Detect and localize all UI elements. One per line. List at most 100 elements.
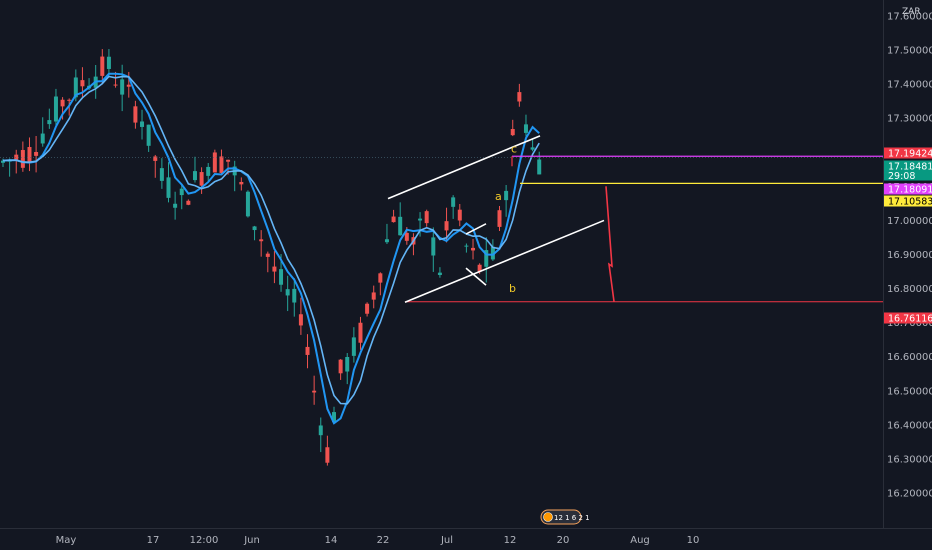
candle-body bbox=[279, 269, 284, 285]
price-tag[interactable] bbox=[884, 312, 932, 324]
candle-body bbox=[530, 147, 535, 150]
candle-body bbox=[358, 322, 363, 343]
price-tag[interactable] bbox=[884, 183, 932, 195]
projection-arrow[interactable] bbox=[605, 186, 615, 302]
candle-body bbox=[265, 253, 270, 257]
candle-body bbox=[27, 147, 32, 163]
candle-body bbox=[60, 99, 65, 107]
candle-body bbox=[338, 359, 343, 374]
candle-body bbox=[20, 150, 25, 168]
time-tick-label: 10 bbox=[687, 535, 700, 546]
candle-body bbox=[325, 447, 330, 463]
candle-body bbox=[140, 121, 145, 127]
candle-body bbox=[371, 292, 376, 300]
price-tag-label: 17.194240 bbox=[888, 149, 932, 160]
event-badge[interactable]: 12 1 6 2 1 bbox=[540, 509, 590, 525]
candle-body bbox=[179, 188, 184, 196]
candle-body bbox=[378, 273, 383, 283]
price-tag-label: 17.180915 bbox=[888, 185, 932, 196]
candle-body bbox=[305, 346, 310, 355]
candle-body bbox=[312, 390, 317, 393]
candle-body bbox=[192, 171, 197, 181]
candle-body bbox=[437, 272, 442, 275]
price-tag[interactable] bbox=[884, 160, 932, 181]
price-tag[interactable] bbox=[884, 147, 932, 159]
candle-body bbox=[298, 314, 303, 326]
candle-body bbox=[100, 56, 105, 76]
candle-body bbox=[537, 159, 542, 175]
currency-label: ZAR bbox=[902, 7, 921, 17]
price-axis[interactable]: 17.60000017.50000017.40000017.30000017.2… bbox=[887, 12, 932, 500]
candle-body bbox=[166, 177, 171, 198]
candle-body bbox=[53, 96, 58, 122]
price-tick-label: 16.600000 bbox=[887, 352, 932, 363]
candle-body bbox=[206, 166, 211, 176]
candle-body bbox=[398, 216, 403, 236]
candle-body bbox=[477, 264, 482, 272]
event-badge-text: 12 1 6 2 1 bbox=[554, 514, 590, 522]
candle-body bbox=[272, 266, 277, 272]
triangle-lower-line[interactable] bbox=[465, 267, 487, 286]
price-tick-label: 16.800000 bbox=[887, 284, 932, 295]
time-axis[interactable]: May 17 12:00 Jun 14 22 Jul 12 20 Aug 10 bbox=[56, 535, 700, 546]
candle-body bbox=[199, 172, 204, 186]
candle-body bbox=[318, 425, 323, 436]
candle-body bbox=[67, 99, 72, 101]
moving-averages bbox=[2, 72, 540, 425]
candle-body bbox=[186, 200, 191, 205]
moving-average-fast bbox=[2, 72, 540, 425]
countdown-label: 29:08 bbox=[888, 171, 915, 182]
candle-body bbox=[73, 77, 78, 98]
candle-body bbox=[47, 120, 52, 125]
price-tick-label: 16.300000 bbox=[887, 454, 932, 465]
candle-body bbox=[212, 152, 217, 173]
price-tag[interactable] bbox=[884, 195, 932, 207]
candle-body bbox=[126, 84, 131, 87]
candle-body bbox=[332, 412, 336, 423]
time-tick-label: 17 bbox=[147, 535, 160, 546]
candle-body bbox=[351, 337, 356, 356]
channel-lower-trendline[interactable] bbox=[404, 219, 605, 303]
candle-body bbox=[133, 106, 138, 123]
price-tick-label: 16.500000 bbox=[887, 386, 932, 397]
candle-body bbox=[285, 289, 290, 296]
candle-body bbox=[444, 221, 449, 231]
wave-label-c: c bbox=[511, 142, 517, 155]
price-tick-label: 17.500000 bbox=[887, 46, 932, 57]
time-tick-label: 20 bbox=[557, 535, 570, 546]
price-tick-label: 17.600000 bbox=[887, 12, 932, 23]
time-tick-label: 12:00 bbox=[190, 535, 219, 546]
candle-body bbox=[219, 156, 224, 173]
wave-label-a: a bbox=[495, 190, 502, 203]
price-tick-label: 17.300000 bbox=[887, 114, 932, 125]
time-tick-label: 12 bbox=[504, 535, 517, 546]
time-tick-label: May bbox=[56, 535, 77, 546]
candle-body bbox=[159, 168, 164, 181]
candle-body bbox=[384, 239, 389, 243]
candle-body bbox=[106, 56, 111, 69]
candle-body bbox=[80, 80, 85, 87]
candle-body bbox=[1, 160, 5, 163]
price-tick-label: 16.400000 bbox=[887, 420, 932, 431]
candle-body bbox=[245, 191, 250, 217]
candle-body bbox=[418, 218, 423, 221]
candle-body bbox=[259, 239, 264, 242]
candle-body bbox=[153, 156, 158, 161]
event-icon bbox=[543, 512, 553, 522]
price-tick-label: 17.000000 bbox=[887, 216, 932, 227]
candle-body bbox=[34, 151, 39, 156]
candle-body bbox=[457, 209, 462, 221]
candle-body bbox=[345, 356, 350, 372]
candle-body bbox=[504, 190, 509, 201]
triangle-upper-line[interactable] bbox=[465, 223, 487, 235]
time-tick-label: Aug bbox=[630, 535, 650, 546]
price-tag-label: 16.761166 bbox=[888, 314, 932, 325]
candle-body bbox=[451, 197, 456, 207]
candle-body bbox=[113, 84, 118, 86]
channel-upper-trendline[interactable] bbox=[387, 135, 541, 200]
price-tags: 17.194240 17.18481029:08 17.18091517.10583… bbox=[884, 147, 932, 325]
candle-body bbox=[14, 154, 19, 161]
candle-body bbox=[484, 250, 489, 267]
